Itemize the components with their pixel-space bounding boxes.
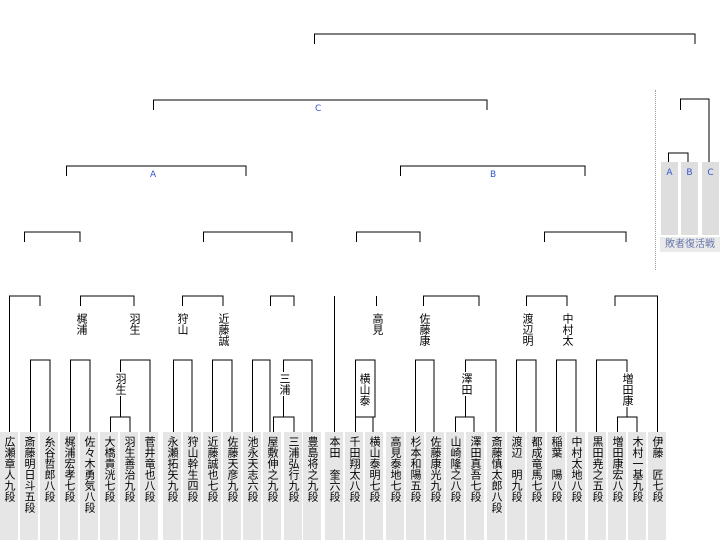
player-cell: 梶浦宏孝七段 (60, 432, 79, 540)
group-label-a: A (148, 170, 159, 181)
player-cell: 横山泰明七段 (365, 432, 384, 540)
player-name: 佐々木勇気八段 (83, 436, 96, 513)
player-cell: 都成竜馬七段 (527, 432, 546, 540)
player-name: 木村一基九段 (631, 436, 644, 502)
haisha-label-a: A (666, 168, 673, 178)
player-name: 佐藤康光九段 (429, 436, 442, 502)
winner-label: 近藤誠 (216, 312, 230, 347)
player-cell: 菅井竜也八段 (140, 432, 159, 540)
player-name: 斎藤慎太郎八段 (490, 436, 503, 513)
player-name: 増田康宏八段 (611, 436, 624, 502)
player-name: 伊藤 匠七段 (651, 436, 664, 502)
player-name: 三浦弘行九段 (287, 436, 300, 502)
player-cell: 羽生善治九段 (120, 432, 139, 540)
player-name: 屋敷伸之九段 (266, 436, 279, 502)
player-cell: 斎藤慎太郎八段 (487, 432, 506, 540)
winner-label: 佐藤康 (417, 312, 431, 347)
player-name: 本田 奎六段 (328, 436, 341, 502)
player-name: 横山泰明七段 (368, 436, 381, 502)
winner-label: 中村太 (560, 312, 574, 347)
haisha-label-c: C (707, 168, 714, 178)
player-name: 梶浦宏孝七段 (63, 436, 76, 502)
player-cell: 木村一基九段 (628, 432, 647, 540)
winner-label: 横山泰 (357, 372, 371, 407)
player-cell: 本田 奎六段 (325, 432, 344, 540)
player-name: 糸谷哲郎八段 (43, 436, 56, 502)
player-name: 狩山幹生四段 (186, 436, 199, 502)
player-cell: 佐藤康光九段 (426, 432, 445, 540)
player-name: 千田翔太八段 (348, 436, 361, 502)
player-name: 稲葉 陽八段 (550, 436, 563, 502)
player-cell: 千田翔太八段 (345, 432, 364, 540)
player-name: 山崎隆之八段 (449, 436, 462, 502)
player-cell: 永瀬拓矢九段 (163, 432, 182, 540)
player-cell: 山崎隆之八段 (446, 432, 465, 540)
player-cell: 池永天志六段 (243, 432, 262, 540)
winner-label: 高見 (370, 312, 384, 336)
haisha-title: 敗者復活戦 (660, 237, 720, 252)
player-cell: 杉本和陽五段 (406, 432, 425, 540)
player-name: 杉本和陽五段 (409, 436, 422, 502)
player-name: 池永天志六段 (246, 436, 259, 502)
winner-label: 羽生 (127, 312, 141, 336)
player-name: 近藤誠也七段 (206, 436, 219, 502)
winner-label: 三浦 (277, 372, 291, 396)
haisha-col-a (661, 162, 678, 235)
player-name: 羽生善治九段 (123, 436, 136, 502)
player-cell: 糸谷哲郎八段 (40, 432, 59, 540)
player-name: 豊島将之九段 (306, 436, 319, 502)
player-name: 高見泰地七段 (389, 436, 402, 502)
haisha-label-b: B (686, 168, 693, 178)
player-cell: 佐藤天彦九段 (223, 432, 242, 540)
player-cell: 佐々木勇気八段 (80, 432, 99, 540)
player-name: 広瀬章人九段 (3, 436, 16, 502)
dotted-separator (655, 90, 656, 270)
player-cell: 増田康宏八段 (608, 432, 627, 540)
player-cell: 豊島将之九段 (303, 432, 322, 540)
haisha-col-c (702, 162, 719, 235)
player-name: 都成竜馬七段 (530, 436, 543, 502)
player-cell: 高見泰地七段 (386, 432, 405, 540)
player-name: 渡辺 明九段 (510, 436, 523, 502)
player-name: 中村太地八段 (570, 436, 583, 502)
winner-label: 梶浦 (74, 312, 88, 336)
player-name: 斎藤明日斗五段 (23, 436, 36, 513)
winner-label: 渡辺明 (520, 312, 534, 347)
winner-label: 羽生 (113, 372, 127, 396)
bracket-lines (9, 33, 710, 432)
player-cell: 伊藤 匠七段 (648, 432, 667, 540)
player-cell: 澤田真吾七段 (466, 432, 485, 540)
player-cell: 屋敷伸之九段 (263, 432, 282, 540)
group-label-c: C (313, 104, 324, 115)
player-cell: 大橋貴洸七段 (100, 432, 119, 540)
player-cell: 黒田尭之五段 (588, 432, 607, 540)
player-name: 大橋貴洸七段 (103, 436, 116, 502)
player-cell: 三浦弘行九段 (284, 432, 303, 540)
player-name: 黒田尭之五段 (591, 436, 604, 502)
player-name: 澤田真吾七段 (469, 436, 482, 502)
player-cell: 斎藤明日斗五段 (20, 432, 39, 540)
player-cell: 稲葉 陽八段 (547, 432, 566, 540)
player-cell: 狩山幹生四段 (183, 432, 202, 540)
winner-label: 澤田 (459, 372, 473, 396)
player-cell: 広瀬章人九段 (0, 432, 19, 540)
player-name: 佐藤天彦九段 (226, 436, 239, 502)
player-name: 菅井竜也八段 (143, 436, 156, 502)
winner-label: 狩山 (175, 312, 189, 336)
group-label-b: B (488, 170, 499, 181)
player-cell: 近藤誠也七段 (203, 432, 222, 540)
player-cell: 中村太地八段 (567, 432, 586, 540)
winner-label: 増田康 (620, 372, 634, 407)
player-cell: 渡辺 明九段 (507, 432, 526, 540)
player-name: 永瀬拓矢九段 (166, 436, 179, 502)
haisha-col-b (681, 162, 698, 235)
